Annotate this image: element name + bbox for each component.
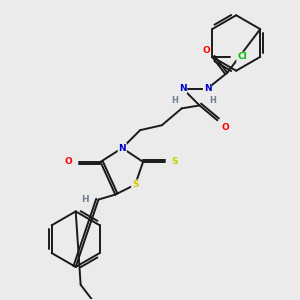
Text: H: H [171,96,178,105]
Text: S: S [172,158,178,166]
Text: O: O [65,158,73,166]
Text: O: O [202,46,210,56]
Text: O: O [221,123,229,132]
Text: H: H [209,96,216,105]
Text: S: S [132,180,138,189]
Text: N: N [204,84,211,93]
Text: N: N [118,143,126,152]
Text: Cl: Cl [237,52,247,62]
Text: N: N [179,84,187,93]
Text: H: H [81,195,88,204]
